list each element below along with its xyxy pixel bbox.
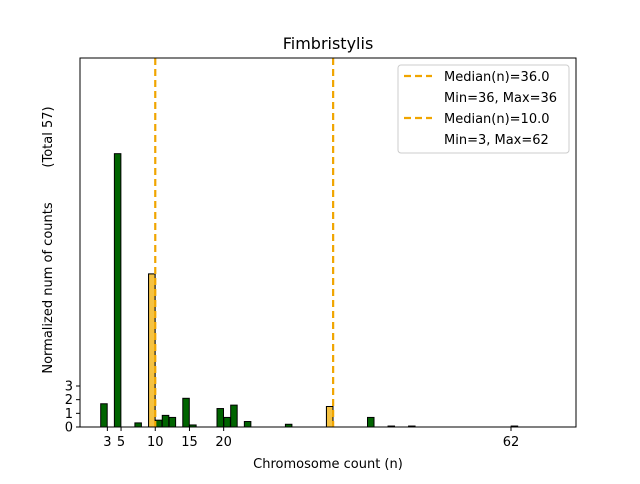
count-bar-11 <box>161 414 170 428</box>
x-axis-label: Chromosome count (n) <box>253 457 403 472</box>
count-bar-14 <box>182 397 190 428</box>
y-axis-label: Normalized num of counts <box>41 202 56 373</box>
count-bar-21 <box>230 404 238 428</box>
count-bar-2 <box>100 403 108 428</box>
chart-title: Fimbristylis <box>283 34 374 53</box>
count-bar-12 <box>168 416 177 428</box>
legend-range-label-1: Min=36, Max=36 <box>444 91 557 106</box>
median-layer <box>154 58 335 427</box>
count-bar-23 <box>243 421 252 428</box>
legend-median-label-1: Median(n)=36.0 <box>444 70 550 85</box>
count-bar-4 <box>113 153 122 428</box>
count-bar-10 <box>154 419 163 428</box>
x-tick-label-10: 10 <box>147 435 164 450</box>
x-tick-label-5: 5 <box>117 435 125 450</box>
count-bar-20 <box>223 416 231 428</box>
count-bar-19 <box>216 408 224 428</box>
x-tick-label-62: 62 <box>503 435 520 450</box>
count-bar-7 <box>134 422 142 428</box>
y-axis-total-note: (Total 57) <box>41 106 56 167</box>
legend: Median(n)=36.0 Min=36, Max=36 Median(n)=… <box>397 64 570 154</box>
y-tick-label-2: 2 <box>65 393 73 408</box>
x-axis-ticks: 3 5 10 15 20 62 <box>103 427 519 450</box>
legend-box <box>397 64 570 154</box>
highlight-bar-9 <box>148 273 156 428</box>
y-tick-label-3: 3 <box>65 380 73 395</box>
x-tick-label-15: 15 <box>181 435 198 450</box>
legend-range-label-2: Min=3, Max=62 <box>444 133 549 148</box>
count-bar-41 <box>367 416 375 428</box>
plot-frame <box>79 57 577 428</box>
highlight-bar-35 <box>325 406 334 428</box>
y-tick-label-0: 0 <box>65 421 73 436</box>
x-tick-label-20: 20 <box>215 435 232 450</box>
legend-median-label-2: Median(n)=10.0 <box>444 112 550 127</box>
y-tick-label-1: 1 <box>65 407 73 422</box>
x-tick-label-3: 3 <box>103 435 111 450</box>
